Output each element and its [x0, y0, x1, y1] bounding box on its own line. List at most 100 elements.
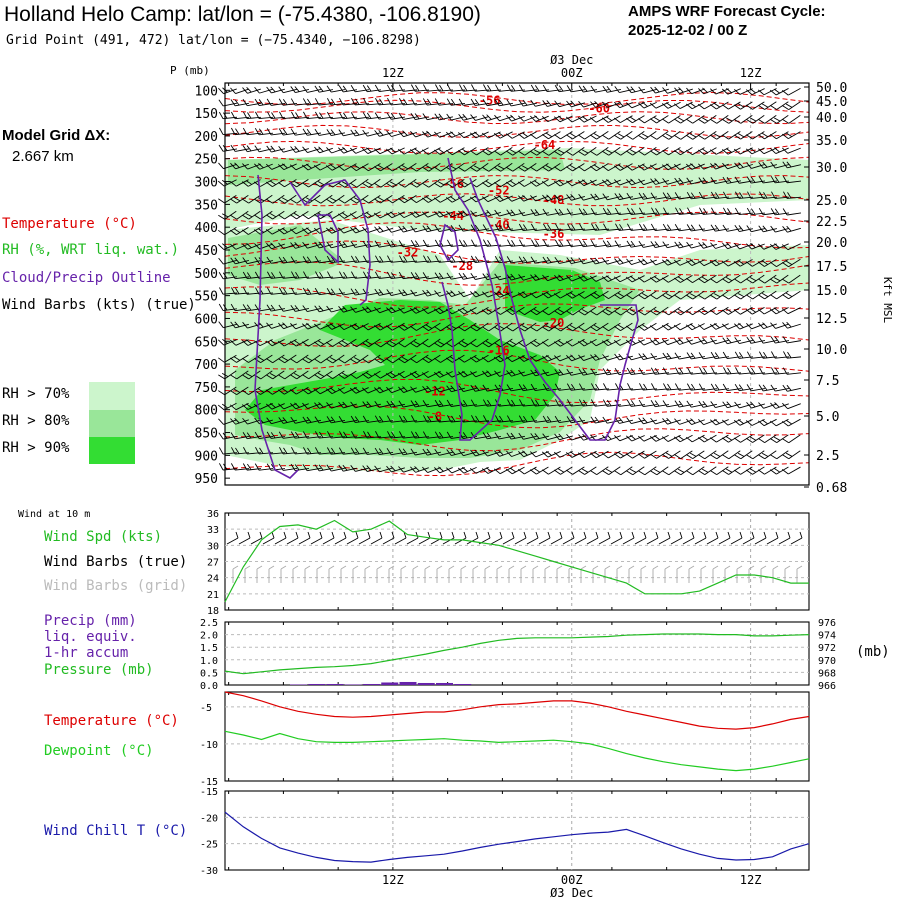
- sfc-wind-barb: [754, 531, 767, 545]
- wind-barb-flag: [554, 275, 560, 282]
- wind-barb: [397, 322, 417, 331]
- wind-barb-flag: [605, 468, 613, 473]
- wind-barb-flag: [218, 229, 225, 236]
- wind-barb-flag: [362, 401, 368, 408]
- wind-barb: [554, 415, 574, 424]
- wind-barb-flag: [354, 387, 360, 392]
- sfc-wind-barb-staff: [346, 537, 359, 545]
- sfc-wind-barb-flag: [355, 531, 359, 539]
- wind-barb-flag: [266, 417, 272, 424]
- wind-barb-flag: [506, 450, 512, 457]
- wind-barb: [590, 85, 610, 93]
- wind-barb-flag: [230, 303, 236, 311]
- wind-barb-flag: [769, 133, 777, 140]
- wind-barb-staff: [679, 356, 694, 360]
- precip-bar: [326, 683, 344, 685]
- wind-barb-flag: [450, 131, 456, 137]
- wind-barb: [434, 272, 454, 280]
- wind-barb-flag: [254, 271, 260, 279]
- wind-barb-flag: [277, 389, 285, 395]
- wind-barb-flag: [343, 271, 348, 279]
- wind-barb: [338, 370, 357, 379]
- sfc-wind-barb-flag: [679, 531, 683, 539]
- wind-barb-flag: [361, 373, 369, 379]
- wind-barb-staff: [523, 451, 537, 458]
- wind-barb-flag: [638, 192, 644, 200]
- wind-barb-staff: [475, 276, 490, 280]
- grid-wind-barb-flag: [400, 565, 407, 570]
- wind-barb-flag: [761, 132, 769, 138]
- temperature-contour-label: -32: [397, 245, 419, 259]
- grid-wind-barb-flag: [292, 565, 299, 570]
- wind-barb-staff: [607, 259, 621, 265]
- cycle-value: 2025-12-02 / 00 Z: [628, 22, 748, 39]
- sfc-wind-barb-flag: [439, 531, 443, 539]
- wind-barb-flag: [722, 176, 728, 184]
- wind-barb-flag: [686, 418, 692, 425]
- wind-barb: [374, 288, 394, 296]
- wind-barb: [398, 112, 418, 120]
- wind-barb-staff: [367, 452, 382, 455]
- wind-barb-flag: [530, 150, 538, 156]
- wind-barb-staff: [499, 102, 514, 107]
- wind-barb-flag: [761, 103, 769, 108]
- wind-barb: [698, 419, 717, 426]
- wind-barb: [518, 99, 538, 107]
- wind-barb-flag: [637, 435, 645, 442]
- wind-barb: [650, 400, 670, 408]
- wind-barb-flag: [281, 197, 289, 202]
- wind-barb-staff: [475, 387, 490, 392]
- wind-barb: [338, 464, 358, 472]
- wind-barb: [590, 257, 609, 265]
- wind-barb-staff: [739, 243, 753, 250]
- wind-barb: [434, 290, 453, 297]
- wind-barb-flag: [353, 197, 361, 202]
- wind-barb: [638, 178, 657, 186]
- sfc-wind-barb: [310, 531, 323, 545]
- wind-barb: [265, 163, 285, 170]
- wind-barb-flag: [734, 207, 740, 215]
- wind-barb-staff: [763, 388, 778, 392]
- wind-barb-flag: [290, 146, 296, 153]
- wind-barb-flag: [218, 198, 225, 204]
- wind-barb-flag: [530, 383, 536, 391]
- wind-barb: [301, 163, 321, 171]
- wind-barb-flag: [725, 308, 733, 313]
- wind-barb: [517, 131, 537, 139]
- wind-barb: [290, 256, 310, 264]
- wind-barb-flag: [529, 292, 537, 299]
- wind-barb-flag: [517, 181, 525, 187]
- wind-barb: [530, 369, 549, 377]
- wind-barb: [685, 259, 705, 266]
- wind-barb-flag: [541, 181, 549, 187]
- wind-barb: [662, 147, 681, 156]
- grid-wind-barb: [484, 565, 491, 583]
- wind-barb-flag: [290, 416, 296, 424]
- wind-barb-flag: [485, 340, 493, 346]
- wind-barb-flag: [749, 277, 757, 282]
- wind-barb-flag: [567, 223, 572, 231]
- wind-barb-staff: [667, 180, 681, 185]
- wind-barb-flag: [662, 87, 668, 94]
- wind-barb-staff: [283, 148, 297, 153]
- wind-barb-flag: [390, 147, 396, 153]
- wind-barb: [398, 225, 417, 233]
- wind-barb-flag: [314, 464, 320, 472]
- wind-barb-flag: [770, 294, 777, 300]
- wind-barb: [614, 179, 633, 186]
- wind-barb-flag: [254, 198, 261, 204]
- wind-barb-flag: [302, 241, 308, 249]
- wind-barb-flag: [722, 242, 728, 250]
- wind-barb-staff: [739, 388, 754, 392]
- wind-barb-staff: [535, 212, 550, 216]
- wind-barb-flag: [770, 176, 776, 184]
- wind-barb-flag: [474, 224, 480, 231]
- sfc-wind-barb-flag: [403, 531, 407, 539]
- wind-barb-flag: [398, 448, 404, 456]
- sfc-wind-barb: [706, 531, 719, 545]
- windchill-label: Wind Chill T (°C): [44, 823, 188, 839]
- wind-barb: [541, 354, 561, 362]
- wind-barb-flag: [434, 385, 440, 393]
- wind-barb-flag: [314, 128, 320, 136]
- wind-barb-flag: [566, 383, 572, 391]
